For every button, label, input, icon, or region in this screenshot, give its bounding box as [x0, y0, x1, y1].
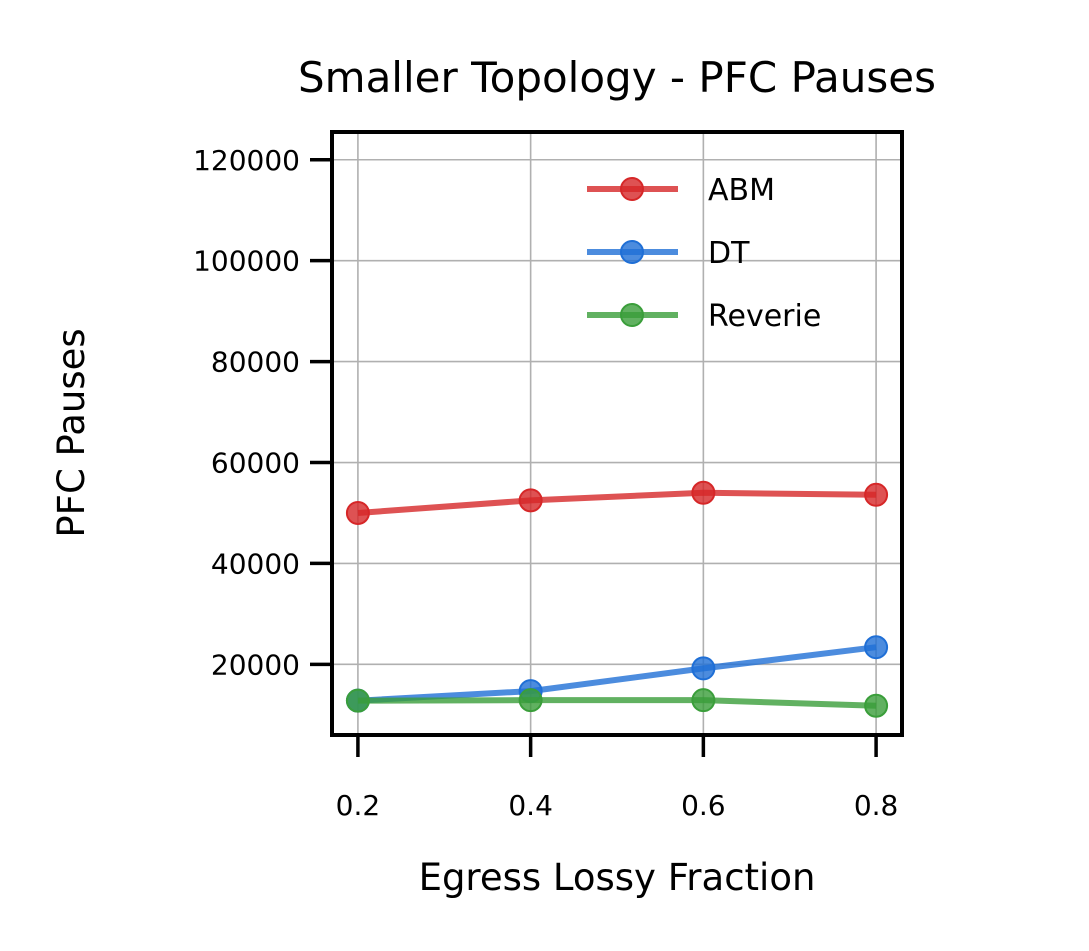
x-tick-label: 0.4: [508, 789, 553, 822]
legend-swatch-marker: [620, 177, 644, 201]
x-tick-label: 0.8: [854, 789, 899, 822]
legend-item-dt: DT: [587, 236, 750, 271]
legend-label: DT: [708, 236, 750, 271]
legend-item-abm: ABM: [587, 173, 775, 208]
data-point-dt: [691, 656, 716, 681]
data-point-abm: [345, 500, 370, 525]
data-point-reverie: [345, 688, 370, 713]
y-axis-label: PFC Pauses: [50, 328, 93, 537]
series-layer: [345, 480, 889, 718]
y-tick-label: 80000: [211, 346, 300, 379]
data-point-reverie: [518, 688, 543, 713]
series-line-abm: [357, 489, 877, 516]
data-point-abm: [864, 482, 889, 507]
y-tick-label: 40000: [211, 547, 300, 580]
plot-frame: [330, 130, 904, 737]
data-point-abm: [691, 480, 716, 505]
data-point-dt: [864, 635, 889, 660]
y-tick-label: 20000: [211, 648, 300, 681]
legend-swatch-marker: [620, 240, 644, 264]
legend-label: Reverie: [708, 299, 821, 334]
data-point-reverie: [864, 693, 889, 718]
tick-layer: 0.2 0.4 0.6 0.8 20000 40000 60000 80000 100000 12…: [193, 144, 898, 822]
legend-swatch-marker: [620, 303, 644, 327]
grid-layer: [332, 132, 902, 735]
x-tick-label: 0.6: [681, 789, 726, 822]
series-line-reverie: [357, 697, 877, 709]
legend-label: ABM: [708, 173, 775, 208]
legend-item-reverie: Reverie: [587, 299, 821, 334]
legend: ABM DT Reverie: [587, 173, 821, 334]
data-point-reverie: [691, 688, 716, 713]
x-axis-label: Egress Lossy Fraction: [419, 856, 816, 899]
chart-title: Smaller Topology - PFC Pauses: [298, 53, 936, 102]
y-tick-label: 100000: [193, 245, 300, 278]
y-tick-label: 60000: [211, 447, 300, 480]
y-tick-label: 120000: [193, 144, 300, 177]
data-point-abm: [518, 488, 543, 513]
series-line-dt: [357, 644, 877, 704]
x-tick-label: 0.2: [336, 789, 381, 822]
